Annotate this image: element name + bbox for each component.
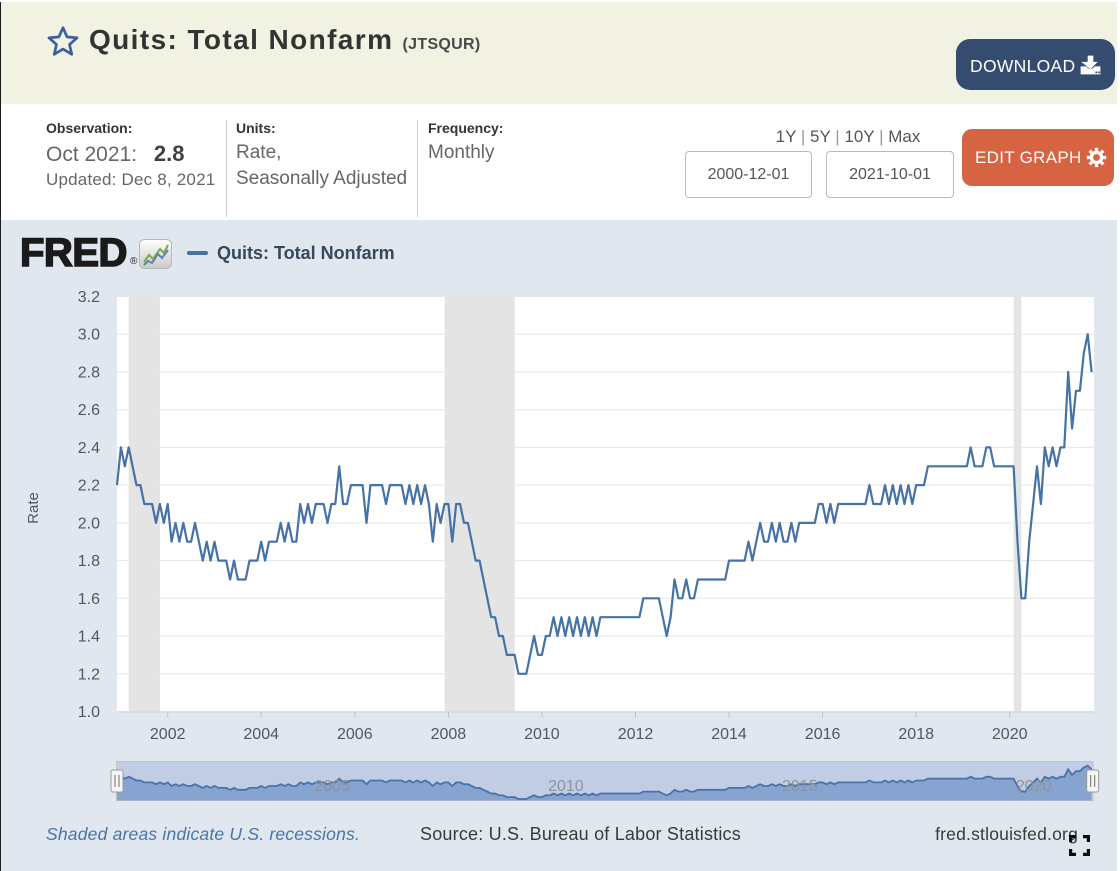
svg-text:2004: 2004 xyxy=(243,726,279,743)
svg-text:2005: 2005 xyxy=(314,778,350,795)
svg-text:2012: 2012 xyxy=(618,726,654,743)
svg-text:1.6: 1.6 xyxy=(78,591,100,608)
svg-text:2016: 2016 xyxy=(805,726,841,743)
svg-text:3.2: 3.2 xyxy=(78,289,100,306)
svg-text:2006: 2006 xyxy=(337,726,373,743)
svg-text:2018: 2018 xyxy=(898,726,934,743)
svg-text:3.0: 3.0 xyxy=(78,327,100,344)
svg-text:2.0: 2.0 xyxy=(78,515,100,532)
svg-text:1.4: 1.4 xyxy=(78,629,100,646)
svg-text:2.4: 2.4 xyxy=(78,440,100,457)
svg-text:1.0: 1.0 xyxy=(78,704,100,721)
svg-text:2008: 2008 xyxy=(431,726,467,743)
svg-text:2.6: 2.6 xyxy=(78,402,100,419)
svg-text:2010: 2010 xyxy=(524,726,560,743)
svg-text:2002: 2002 xyxy=(150,726,186,743)
svg-text:2020: 2020 xyxy=(992,726,1028,743)
svg-text:2.8: 2.8 xyxy=(78,365,100,382)
svg-text:1.8: 1.8 xyxy=(78,553,100,570)
svg-text:2015: 2015 xyxy=(782,778,818,795)
svg-text:1.2: 1.2 xyxy=(78,666,100,683)
svg-text:2020: 2020 xyxy=(1016,778,1052,795)
svg-text:2010: 2010 xyxy=(548,778,584,795)
svg-text:2014: 2014 xyxy=(711,726,747,743)
svg-text:2.2: 2.2 xyxy=(78,478,100,495)
svg-text:Rate: Rate xyxy=(25,492,42,524)
